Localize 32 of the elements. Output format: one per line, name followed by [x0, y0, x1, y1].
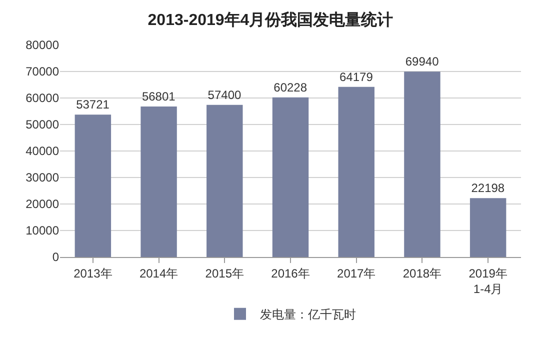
- legend-label: 发电量：亿千瓦时: [260, 308, 356, 322]
- x-tick-label: 2019年 1-4月: [468, 266, 508, 296]
- y-tick-label: 0: [52, 250, 60, 264]
- bar: [206, 104, 243, 257]
- y-tick-label: 20000: [26, 197, 60, 212]
- y-tick-label: 60000: [26, 91, 60, 106]
- data-label: 60228: [274, 80, 308, 94]
- y-tick-label: 50000: [26, 118, 60, 132]
- y-tick-label: 40000: [26, 144, 60, 158]
- data-label: 64179: [340, 70, 374, 84]
- x-tick-label: 2015年: [205, 266, 244, 280]
- chart-title: 2013-2019年4月份我国发电量统计: [148, 10, 394, 29]
- data-label: 69940: [405, 54, 440, 69]
- x-tick-label: 2013年: [74, 266, 112, 280]
- bar: [272, 97, 309, 257]
- y-tick-label: 10000: [26, 224, 60, 238]
- data-label: 22198: [471, 181, 505, 196]
- bar: [338, 86, 374, 257]
- x-tick-label: 2018年: [402, 266, 442, 280]
- data-label: 57400: [208, 88, 242, 102]
- bar: [404, 72, 440, 257]
- bar: [74, 114, 112, 257]
- y-tick-label: 70000: [26, 64, 60, 79]
- x-tick-label: 2014年: [139, 266, 178, 280]
- bar: [470, 198, 506, 257]
- x-tick-label: 2017年: [337, 266, 376, 280]
- bar: [140, 106, 177, 257]
- y-tick-label: 30000: [26, 170, 60, 185]
- y-tick-label: 80000: [26, 38, 60, 52]
- data-label: 56801: [142, 89, 176, 104]
- data-label: 53721: [76, 98, 110, 112]
- x-tick-label: 2016年: [271, 266, 310, 280]
